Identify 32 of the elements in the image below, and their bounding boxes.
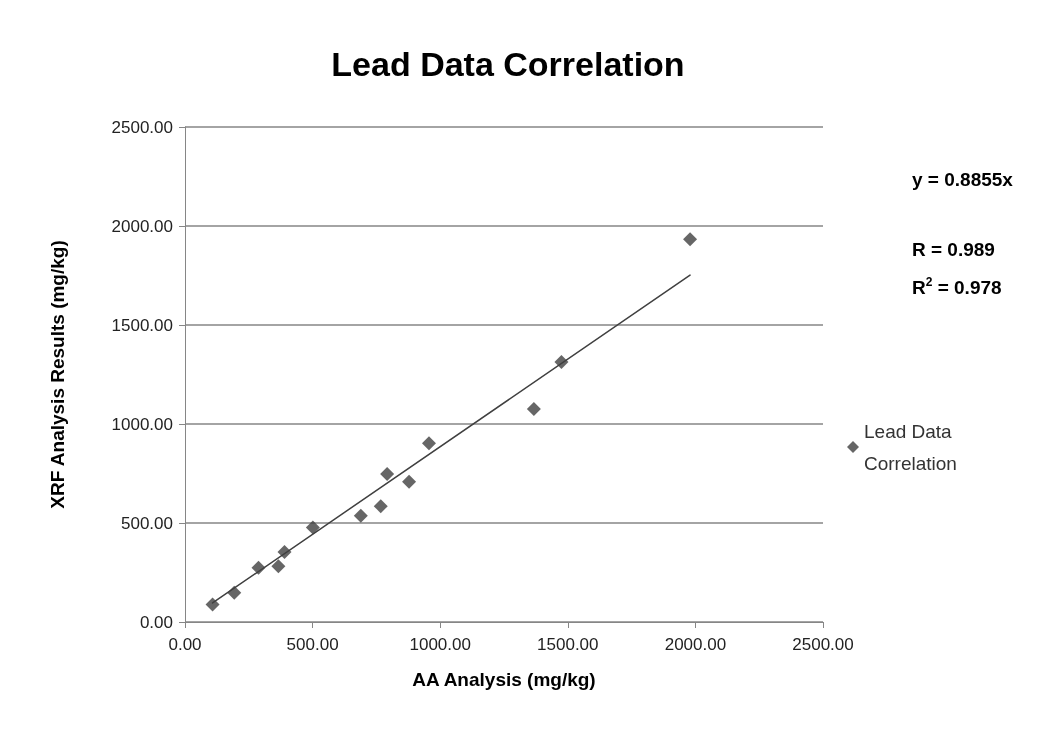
y-tick-label: 1500.00 bbox=[111, 315, 173, 335]
x-tick-label: 1500.00 bbox=[537, 635, 599, 654]
point bbox=[380, 467, 395, 482]
x-tick-label: 500.00 bbox=[286, 635, 339, 654]
y-axis-title: XRF Analysis Results (mg/kg) bbox=[47, 240, 68, 509]
point bbox=[683, 232, 698, 247]
point bbox=[421, 436, 436, 451]
x-axis-title: AA Analysis (mg/kg) bbox=[412, 669, 596, 690]
x-tick-label: 2500.00 bbox=[792, 635, 854, 654]
point bbox=[526, 401, 541, 416]
chart-title: Lead Data Correlation bbox=[331, 45, 685, 83]
point bbox=[227, 585, 242, 600]
point bbox=[251, 560, 266, 575]
text: R = 0.989 bbox=[912, 239, 995, 260]
point bbox=[554, 355, 569, 370]
x-tick-label: 0.00 bbox=[168, 635, 202, 654]
y-tick-label: 2500.00 bbox=[111, 117, 173, 137]
y-tick-label: 500.00 bbox=[121, 513, 173, 533]
point bbox=[402, 474, 417, 489]
point bbox=[205, 597, 220, 612]
point bbox=[277, 545, 292, 560]
point bbox=[373, 499, 388, 514]
point bbox=[271, 559, 286, 574]
point bbox=[305, 520, 320, 535]
x-tick-label: 2000.00 bbox=[664, 635, 727, 654]
legend-label: Lead Data Correlation bbox=[864, 420, 957, 474]
x-tick-label: 1000.00 bbox=[409, 635, 471, 654]
point bbox=[353, 508, 368, 523]
y-tick-label: 2000.00 bbox=[111, 216, 173, 236]
y-tick-label: 0.00 bbox=[139, 612, 173, 632]
y-tick-label: 1000.00 bbox=[111, 414, 173, 434]
text: y = 0.8855x bbox=[912, 169, 1014, 190]
